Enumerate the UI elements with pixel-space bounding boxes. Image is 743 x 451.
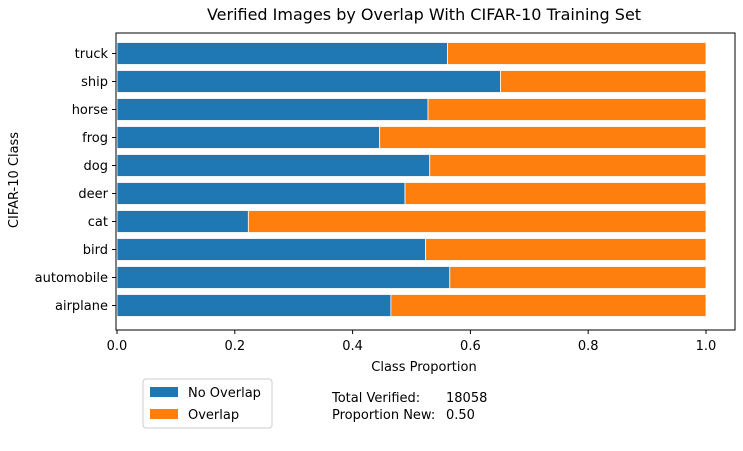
bar-horse-no-overlap	[116, 98, 429, 121]
bar-bird-overlap	[425, 238, 707, 261]
bar-automobile-no-overlap	[116, 266, 451, 289]
x-axis-ticks: 0.0 0.2 0.4 0.6 0.8 1.0	[107, 330, 717, 354]
bar-automobile-overlap	[449, 266, 707, 289]
bar-deer-no-overlap	[116, 182, 406, 205]
y-tick-label-deer: deer	[78, 187, 108, 202]
x-tick-label-0-4: 0.4	[342, 339, 363, 354]
x-tick-label-0-8: 0.8	[578, 339, 599, 354]
total-verified-label: Total Verified:	[331, 391, 420, 406]
y-tick-label-bird: bird	[83, 243, 108, 258]
bar-airplane-overlap	[390, 294, 707, 317]
proportion-new-label: Proportion New:	[332, 408, 435, 423]
proportion-new-value: 0.50	[446, 408, 475, 423]
bar-deer-overlap	[404, 182, 707, 205]
bar-truck-no-overlap	[116, 42, 448, 65]
x-axis-label: Class Proportion	[371, 360, 476, 375]
y-axis-label: CIFAR-10 Class	[7, 132, 22, 228]
bar-ship-no-overlap	[116, 70, 501, 93]
legend-label-no-overlap: No Overlap	[188, 386, 261, 401]
x-tick-label-0-6: 0.6	[460, 339, 481, 354]
y-tick-label-automobile: automobile	[35, 271, 108, 286]
y-tick-label-ship: ship	[81, 75, 108, 90]
bar-dog-no-overlap	[116, 154, 431, 177]
y-tick-label-frog: frog	[82, 131, 108, 146]
bars-group	[116, 42, 707, 317]
y-axis-ticks: airplane automobile bird cat deer dog frog hors…	[35, 47, 116, 314]
x-tick-label-1-0: 1.0	[696, 339, 717, 354]
legend-label-overlap: Overlap	[188, 408, 239, 423]
bar-bird-no-overlap	[116, 238, 427, 261]
total-verified-value: 18058	[446, 391, 487, 406]
bar-frog-no-overlap	[116, 126, 381, 149]
legend-swatch-overlap	[150, 409, 178, 419]
stats-notes: Total Verified: 18058 Proportion New: 0.…	[331, 391, 487, 423]
x-tick-label-0-0: 0.0	[107, 339, 128, 354]
y-tick-label-airplane: airplane	[55, 299, 108, 314]
y-tick-label-horse: horse	[72, 103, 108, 118]
bar-airplane-no-overlap	[116, 294, 392, 317]
bar-horse-overlap	[427, 98, 707, 121]
bar-truck-overlap	[447, 42, 707, 65]
bar-cat-no-overlap	[116, 210, 249, 233]
legend: No Overlap Overlap	[142, 378, 273, 429]
bar-ship-overlap	[500, 70, 707, 93]
x-tick-label-0-2: 0.2	[224, 339, 245, 354]
y-tick-label-truck: truck	[75, 47, 109, 62]
bar-frog-overlap	[379, 126, 707, 149]
legend-swatch-no-overlap	[150, 387, 178, 397]
y-tick-label-dog: dog	[84, 159, 108, 174]
bar-cat-overlap	[247, 210, 707, 233]
chart-title: Verified Images by Overlap With CIFAR-10…	[207, 5, 641, 24]
bar-dog-overlap	[429, 154, 707, 177]
plot-frame	[115, 32, 736, 331]
y-tick-label-cat: cat	[88, 215, 108, 230]
